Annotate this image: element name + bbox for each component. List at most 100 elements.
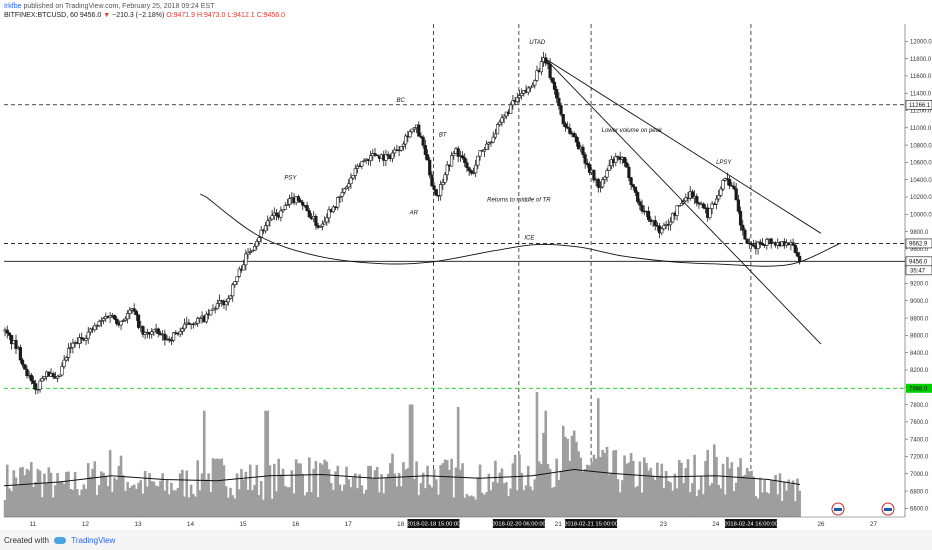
volume-bar xyxy=(270,498,274,517)
volume-bar xyxy=(69,489,73,517)
volume-bar xyxy=(658,475,661,517)
volume-bar xyxy=(430,487,434,517)
volume-bar xyxy=(364,489,368,517)
created-with[interactable]: Created with TradingView xyxy=(4,536,115,545)
volume-bar xyxy=(220,458,224,517)
time-tick-label: 21 xyxy=(555,521,563,528)
volume-bar xyxy=(213,459,217,517)
volume-bar xyxy=(404,469,407,517)
volume-bar xyxy=(544,410,548,517)
author-name[interactable]: Irkfbe xyxy=(4,3,22,10)
volume-bar xyxy=(695,496,699,517)
price-tick-label: 8800.0 xyxy=(910,316,929,322)
volume-bar xyxy=(741,475,745,517)
candle-body xyxy=(121,320,125,322)
volume-bar xyxy=(318,463,322,517)
volume-bar xyxy=(340,490,344,517)
volume-bar xyxy=(183,496,186,517)
candle-body xyxy=(119,320,123,326)
candle-body xyxy=(360,161,364,167)
volume-bar xyxy=(128,487,132,517)
tradingview-brand[interactable]: TradingView xyxy=(71,536,116,545)
price-tick-label: 10600.0 xyxy=(910,161,932,167)
volume-bar xyxy=(216,458,219,517)
candle-body xyxy=(679,202,684,206)
volume-bar xyxy=(78,495,81,517)
candle-body xyxy=(765,239,769,246)
time-tick-label: 26 xyxy=(817,521,825,528)
volume-bar xyxy=(150,481,154,517)
volume-bar xyxy=(3,500,7,517)
volume-bar xyxy=(187,497,191,517)
volume-bar xyxy=(75,489,79,517)
volume-bar xyxy=(167,494,171,517)
candle-body xyxy=(23,364,27,370)
volume-bar xyxy=(408,404,412,517)
volume-bar xyxy=(386,473,390,517)
volume-bar xyxy=(178,473,182,517)
candle-body xyxy=(390,152,395,159)
candle-body xyxy=(559,105,563,115)
candle-body xyxy=(64,357,68,361)
volume-bar xyxy=(21,466,24,517)
volume-bar xyxy=(535,392,539,517)
candle-body xyxy=(732,185,736,190)
price-tick-label: 6600.0 xyxy=(910,507,929,513)
volume-bar xyxy=(268,465,272,517)
candle-body xyxy=(40,378,44,382)
volume-bar xyxy=(651,475,655,517)
volume-bar xyxy=(73,471,77,517)
volume-bar xyxy=(413,479,416,517)
candle-body xyxy=(404,135,408,145)
volume-bar xyxy=(669,482,672,517)
candle-body xyxy=(743,229,747,240)
volume-bar xyxy=(255,464,259,517)
down-arrow-icon: ▼ xyxy=(103,12,111,19)
volume-bar xyxy=(583,468,587,517)
trendline xyxy=(544,58,822,234)
candle-body xyxy=(493,133,497,138)
candle-body xyxy=(331,206,336,213)
volume-bar xyxy=(36,469,40,517)
time-tick-label: 14 xyxy=(187,521,195,528)
time-tick-label: 16 xyxy=(292,521,300,528)
candle-body xyxy=(563,123,568,128)
volume-bar xyxy=(419,483,423,517)
candle-body xyxy=(25,368,29,377)
candle-body xyxy=(358,165,362,168)
candle-body xyxy=(548,63,552,79)
candle-body xyxy=(224,301,228,306)
volume-bar xyxy=(496,482,499,517)
volume-bar xyxy=(575,441,578,517)
price-tick-label: 7000.0 xyxy=(910,472,929,478)
volume-bar xyxy=(380,474,383,517)
volume-bar xyxy=(10,491,13,517)
candle-body xyxy=(42,376,47,379)
volume-bar xyxy=(434,479,438,517)
volume-bar xyxy=(356,488,359,517)
volume-bar xyxy=(32,486,35,517)
candle-body xyxy=(5,329,9,334)
volume-bar xyxy=(292,493,296,517)
volume-bar xyxy=(625,463,629,517)
candle-body xyxy=(369,155,373,162)
candle-body xyxy=(167,338,171,341)
candle-body xyxy=(561,114,565,125)
candle-body xyxy=(99,320,103,322)
volume-bar xyxy=(227,497,230,517)
volume-bar xyxy=(520,472,523,517)
volume-bar xyxy=(84,488,88,517)
candle-body xyxy=(266,220,270,226)
price-chart[interactable]: UTAD BC BT PSY AR Lower volume on peak LPSY Ret… xyxy=(0,0,932,530)
candle-body xyxy=(463,157,467,163)
volume-bar xyxy=(728,468,731,517)
volume-bar xyxy=(767,493,771,517)
price-tick-label: 11800.0 xyxy=(910,57,932,63)
volume-bar xyxy=(719,488,723,517)
volume-bar xyxy=(636,486,639,517)
volume-bar xyxy=(294,459,298,517)
candle-body xyxy=(132,308,136,312)
volume-bar xyxy=(485,492,488,517)
volume-bar xyxy=(548,468,552,517)
volume-bar xyxy=(95,495,99,517)
